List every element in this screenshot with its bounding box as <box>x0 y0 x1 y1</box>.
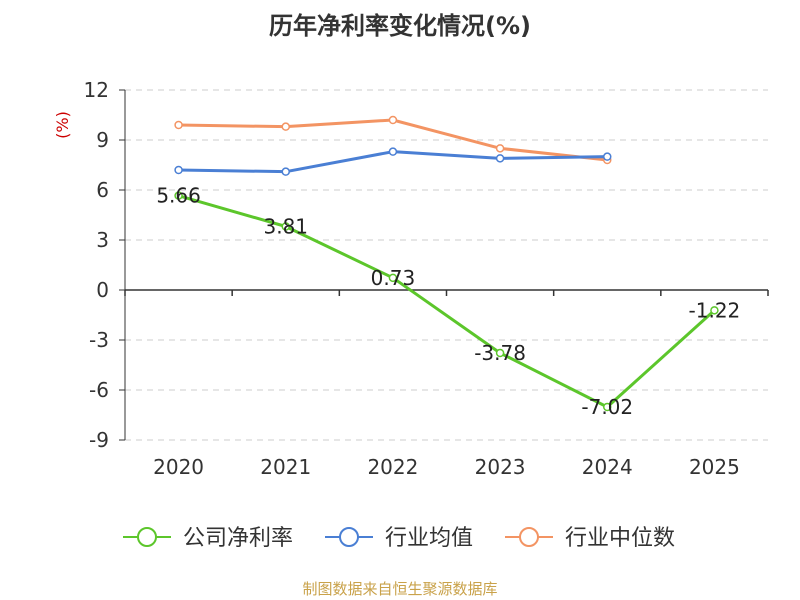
y-tick-label: -3 <box>89 328 109 352</box>
series-line-company <box>178 194 716 409</box>
data-point-company <box>174 191 183 200</box>
data-point-company <box>710 306 719 315</box>
y-tick-label: 6 <box>96 178 109 202</box>
chart-title: 历年净利率变化情况(%) <box>269 12 531 40</box>
data-point-company <box>495 348 505 358</box>
y-tick-label: 0 <box>96 278 109 302</box>
x-tick-label: 2022 <box>367 455 418 479</box>
data-point-median <box>174 120 183 130</box>
legend: 公司净利率 行业均值 行业中位数 <box>123 526 675 551</box>
data-label: -7.02 <box>581 395 633 419</box>
axes: 12 9 6 3 0 -3 -6 -9 2020 2021 2022 2023 2024 2025 <box>84 78 769 479</box>
legend-item-avg: 行业均值 <box>385 526 473 551</box>
legend-swatch-marker <box>519 527 539 547</box>
legend-swatch-marker <box>339 527 359 547</box>
data-point-median <box>281 122 290 131</box>
y-tick-label: 12 <box>84 78 109 102</box>
data-point-avg <box>174 165 183 175</box>
x-tick-label: 2023 <box>475 455 526 479</box>
data-label: 3.81 <box>263 215 308 239</box>
x-tick-label: 2024 <box>582 455 633 479</box>
x-tick-label: 2020 <box>153 455 204 479</box>
data-point-company <box>388 273 398 283</box>
x-tick-label: 2025 <box>689 455 740 479</box>
y-tick-label: 9 <box>96 128 109 152</box>
legend-item-company: 公司净利率 <box>183 526 293 551</box>
y-tick-label: -9 <box>89 428 109 452</box>
data-label: -1.22 <box>689 298 741 322</box>
legend-item-median: 行业中位数 <box>565 526 675 551</box>
data-point-median <box>388 115 398 125</box>
grid-lines <box>125 89 768 441</box>
data-label: 5.66 <box>156 184 201 208</box>
data-point-avg <box>388 147 398 156</box>
legend-swatch-marker <box>137 527 157 547</box>
y-axis-unit: (%) <box>53 111 72 139</box>
y-tick-label: -6 <box>89 378 109 402</box>
data-point-avg <box>281 167 290 176</box>
data-point-company <box>603 402 612 412</box>
series-lines <box>174 115 719 412</box>
y-tick-label: 3 <box>96 228 109 252</box>
source-note: 制图数据来自恒生聚源数据库 <box>302 580 497 598</box>
data-label: 0.73 <box>371 266 416 290</box>
data-point-avg <box>603 152 612 161</box>
data-point-avg <box>495 154 505 163</box>
data-point-company <box>281 222 290 231</box>
data-label: -3.78 <box>474 341 526 365</box>
data-labels: 5.66 3.81 0.73 -3.78 -7.02 -1.22 <box>156 184 740 419</box>
data-point-median <box>495 144 505 153</box>
x-tick-label: 2021 <box>260 455 311 479</box>
